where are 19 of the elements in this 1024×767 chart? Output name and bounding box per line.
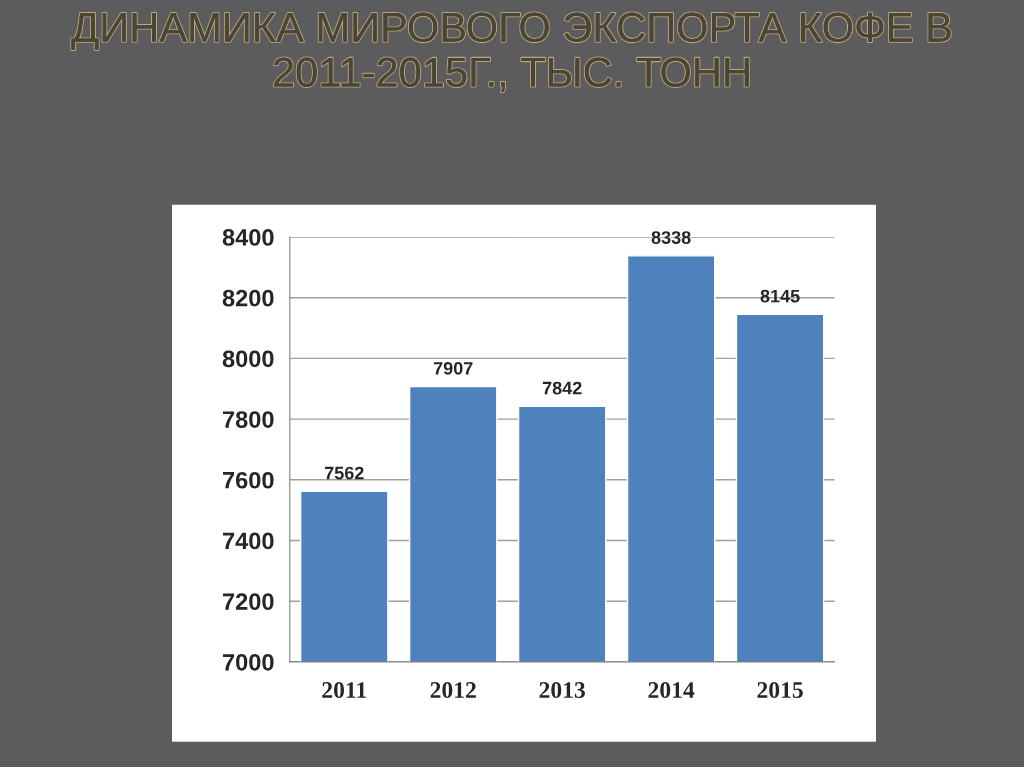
y-tick-label: 7600 xyxy=(223,471,274,489)
y-tick-label: 7200 xyxy=(223,593,274,611)
x-tick-label: 2015 xyxy=(757,682,803,698)
y-tick-label: 7000 xyxy=(223,653,274,671)
y-tick-label: 7800 xyxy=(223,411,274,428)
data-label: 7907 xyxy=(433,361,473,375)
y-tick-label: 7400 xyxy=(223,532,274,550)
data-label: 7842 xyxy=(542,381,582,395)
data-label: 8145 xyxy=(760,289,800,303)
chart-title: ДИНАМИКА МИРОВОГО ЭКСПОРТА КОФЕ В 2011-2015Г., ТЫС. ТОНН xyxy=(71,12,951,92)
y-tick-label: 8200 xyxy=(222,289,274,307)
data-label: 8338 xyxy=(651,231,691,244)
y-tick-label: 8400 xyxy=(222,229,274,246)
x-tick-label: 2014 xyxy=(648,682,695,698)
y-tick-label: 8000 xyxy=(222,350,274,368)
data-label: 7562 xyxy=(324,466,364,480)
x-tick-label: 2012 xyxy=(430,682,476,698)
x-tick-label: 2013 xyxy=(539,682,585,698)
x-tick-label: 2011 xyxy=(322,682,367,698)
